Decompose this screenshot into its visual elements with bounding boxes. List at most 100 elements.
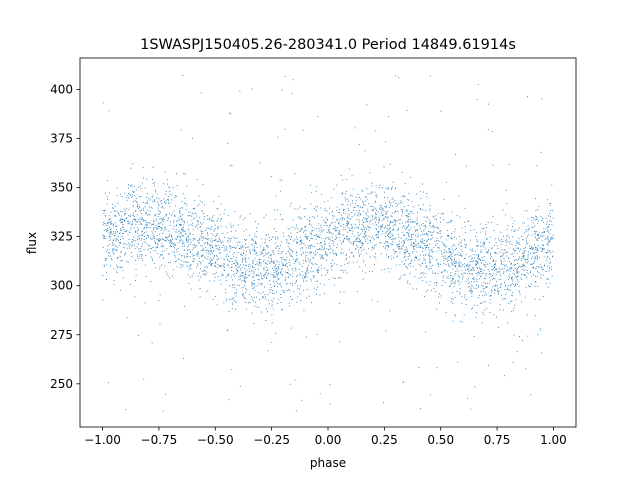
y-tick-label: 350	[50, 181, 73, 195]
data-point	[380, 205, 382, 207]
data-point	[233, 297, 235, 299]
data-point	[182, 242, 184, 244]
data-point	[208, 217, 210, 219]
data-point	[473, 336, 475, 337]
data-point	[244, 268, 246, 269]
data-point	[223, 244, 225, 246]
data-point	[385, 207, 387, 208]
data-point	[354, 223, 356, 225]
data-point	[227, 214, 229, 216]
data-point	[382, 230, 384, 232]
data-point	[511, 277, 513, 279]
data-point	[130, 194, 132, 196]
data-point	[403, 206, 405, 208]
data-point	[465, 281, 467, 282]
data-point	[313, 257, 315, 259]
data-point	[129, 214, 131, 216]
data-point	[238, 248, 240, 249]
data-point	[280, 301, 282, 303]
data-point	[259, 261, 261, 263]
data-point	[134, 248, 136, 250]
data-point	[278, 247, 280, 249]
data-point	[464, 247, 466, 249]
data-point	[493, 260, 494, 262]
data-point	[540, 151, 542, 153]
data-point	[204, 242, 206, 244]
data-point	[487, 250, 489, 252]
data-point	[144, 224, 146, 226]
data-point	[154, 199, 156, 201]
data-point	[138, 229, 139, 230]
data-point	[309, 251, 311, 253]
data-point	[217, 275, 219, 277]
data-point	[448, 249, 450, 251]
data-point	[480, 268, 482, 270]
data-point	[541, 247, 543, 249]
data-point	[256, 306, 258, 308]
data-point	[231, 308, 233, 310]
data-point	[145, 202, 147, 204]
data-point	[345, 199, 347, 201]
data-point	[193, 273, 194, 275]
data-point	[225, 298, 227, 300]
data-point	[115, 237, 117, 239]
data-point	[362, 242, 364, 244]
data-point	[443, 275, 445, 277]
data-point	[442, 241, 443, 243]
data-point	[523, 258, 525, 260]
data-point	[412, 288, 414, 290]
data-point	[428, 249, 430, 250]
data-point	[436, 240, 438, 242]
data-point	[318, 223, 320, 225]
data-point	[223, 302, 225, 304]
data-point	[264, 239, 266, 241]
data-point	[196, 264, 198, 266]
data-point	[453, 231, 455, 233]
data-point	[123, 243, 125, 245]
data-point	[272, 250, 274, 252]
data-point	[549, 233, 551, 235]
data-point	[486, 239, 488, 240]
data-point	[363, 225, 364, 227]
data-point	[531, 256, 533, 258]
data-point	[461, 296, 463, 298]
data-point	[479, 302, 481, 304]
data-point	[403, 241, 405, 243]
data-point	[407, 282, 409, 284]
data-point	[439, 217, 441, 219]
data-point	[508, 289, 510, 291]
data-point	[181, 224, 182, 226]
data-point	[534, 219, 536, 221]
data-point	[208, 243, 210, 245]
data-point	[296, 224, 297, 226]
data-point	[404, 252, 406, 254]
data-point	[236, 262, 238, 264]
data-point	[132, 239, 134, 241]
y-tick-label: 400	[50, 82, 73, 96]
data-point	[197, 252, 199, 254]
data-point	[423, 296, 425, 297]
data-point	[223, 270, 225, 271]
data-point	[493, 264, 495, 266]
data-point	[498, 292, 499, 294]
data-point	[245, 281, 246, 283]
data-point	[459, 288, 461, 290]
data-point	[545, 271, 547, 273]
data-point	[256, 247, 258, 249]
data-point	[481, 260, 483, 261]
data-point	[503, 254, 504, 256]
data-point	[276, 275, 278, 277]
data-point	[518, 238, 520, 240]
data-point	[381, 211, 383, 213]
data-point	[223, 266, 225, 268]
data-point	[276, 281, 278, 283]
data-point	[331, 236, 333, 238]
data-point	[539, 329, 541, 331]
data-point	[478, 255, 479, 256]
data-point	[440, 221, 441, 223]
data-point	[334, 253, 336, 254]
data-point	[445, 245, 447, 247]
data-point	[335, 229, 337, 231]
data-point	[286, 272, 288, 273]
data-point	[165, 240, 167, 242]
